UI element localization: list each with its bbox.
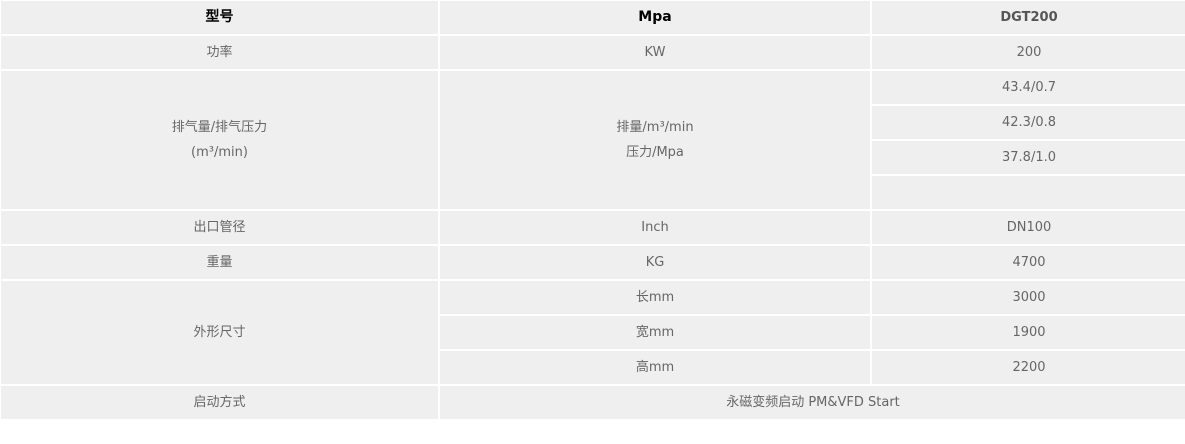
outlet-value: DN100 <box>870 209 1185 246</box>
flow-value <box>870 174 1185 211</box>
table-row: 功率 KW 200 <box>0 34 1185 71</box>
start-label: 启动方式 <box>0 384 440 421</box>
table-row: 出口管径 Inch DN100 <box>0 209 1185 246</box>
flow-value: 43.4/0.7 <box>870 69 1185 106</box>
flow-value: 42.3/0.8 <box>870 104 1185 141</box>
length-value: 3000 <box>870 279 1185 316</box>
width-unit: 宽mm <box>438 314 872 351</box>
power-value: 200 <box>870 34 1185 71</box>
table-row: 42.3/0.8 <box>0 104 1185 141</box>
table-row <box>0 174 1185 211</box>
table-row: 宽mm 1900 <box>0 314 1185 351</box>
flow-unit-line2: 压力/Mpa <box>626 145 684 160</box>
table-row: 启动方式 永磁变频启动 PM&VFD Start <box>0 384 1185 421</box>
spec-table: 型号 Mpa DGT200 功率 KW 200 排气量/排气压力 (m³/min… <box>0 0 1185 421</box>
dimensions-label: 外形尺寸 <box>0 279 440 386</box>
height-value: 2200 <box>870 349 1185 386</box>
flow-unit: 排量/m³/min 压力/Mpa <box>438 69 872 211</box>
power-unit: KW <box>438 34 872 71</box>
start-value: 永磁变频启动 PM&VFD Start <box>438 384 1185 421</box>
width-value: 1900 <box>870 314 1185 351</box>
table-row: 排气量/排气压力 (m³/min) 排量/m³/min 压力/Mpa 43.4/… <box>0 69 1185 211</box>
table-row: 外形尺寸 长mm 3000 <box>0 279 1185 386</box>
flow-value: 37.8/1.0 <box>870 139 1185 176</box>
flow-label-line1: 排气量/排气压力 <box>171 120 268 135</box>
outlet-label: 出口管径 <box>0 209 440 246</box>
flow-label: 排气量/排气压力 (m³/min) <box>0 69 440 211</box>
outlet-unit: Inch <box>438 209 872 246</box>
power-label: 功率 <box>0 34 440 71</box>
weight-unit: KG <box>438 244 872 281</box>
header-row: 型号 Mpa DGT200 <box>0 0 1185 36</box>
table-row: 高mm 2200 <box>0 349 1185 386</box>
header-model: 型号 <box>0 0 440 36</box>
weight-label: 重量 <box>0 244 440 281</box>
weight-value: 4700 <box>870 244 1185 281</box>
length-unit: 长mm <box>438 279 872 316</box>
flow-label-line2: (m³/min) <box>191 145 248 160</box>
header-unit: Mpa <box>438 0 872 36</box>
height-unit: 高mm <box>438 349 872 386</box>
flow-unit-line1: 排量/m³/min <box>616 120 694 135</box>
header-model-name: DGT200 <box>870 0 1185 36</box>
table-row: 37.8/1.0 <box>0 139 1185 176</box>
table-row: 重量 KG 4700 <box>0 244 1185 281</box>
